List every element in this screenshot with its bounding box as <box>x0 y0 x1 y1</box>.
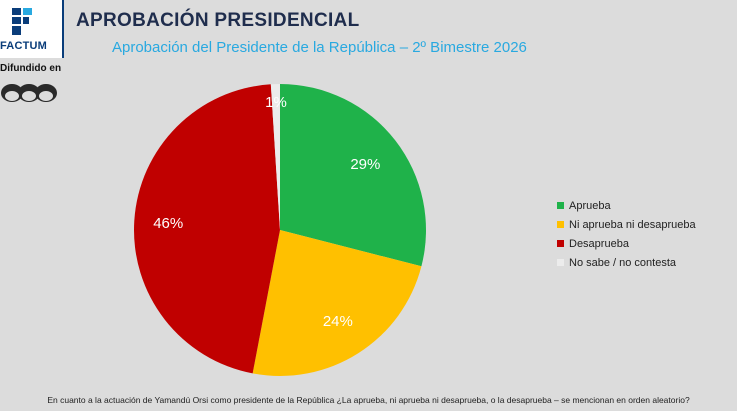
legend-item-ni-aprueba: Ni aprueba ni desaprueba <box>557 215 696 234</box>
legend-label-aprueba: Aprueba <box>569 199 611 212</box>
pie-label-no-sabe: 1% <box>265 94 287 111</box>
header-divider <box>62 0 64 58</box>
pie-label-aprueba: 29% <box>350 156 380 173</box>
survey-question: En cuanto a la actuación de Yamandú Orsi… <box>47 395 690 405</box>
factum-logo-icon <box>12 8 32 35</box>
legend-swatch-desaprueba <box>557 240 564 247</box>
pie-slice-no-sabe <box>270 84 280 230</box>
legend-label-no-sabe: No sabe / no contesta <box>569 256 677 269</box>
pie-slice-ni-aprueba <box>252 230 422 376</box>
legend-item-aprueba: Aprueba <box>557 196 696 215</box>
page-title: APROBACIÓN PRESIDENCIAL <box>76 10 360 31</box>
difundido-label: Difundido en <box>0 63 62 74</box>
legend-swatch-ni-aprueba <box>557 221 564 228</box>
legend-label-desaprueba: Desaprueba <box>569 237 629 250</box>
legend-label-ni-aprueba: Ni aprueba ni desaprueba <box>569 218 696 231</box>
legend-swatch-aprueba <box>557 202 564 209</box>
page-subtitle: Aprobación del Presidente de la Repúblic… <box>112 39 527 56</box>
brand-name: FACTUM <box>0 40 48 52</box>
pie-slice-desaprueba <box>133 84 280 374</box>
pie-label-desaprueba: 46% <box>153 215 183 232</box>
chart-legend: Aprueba Ni aprueba ni desaprueba Desapru… <box>557 196 696 272</box>
pie-slice-aprueba <box>280 84 427 267</box>
legend-item-no-sabe: No sabe / no contesta <box>557 253 696 272</box>
legend-swatch-no-sabe <box>557 259 564 266</box>
pie-label-ni-aprueba: 24% <box>323 313 353 330</box>
broadcaster-logo-icon <box>1 84 57 102</box>
legend-item-desaprueba: Desaprueba <box>557 234 696 253</box>
brand-logo-area: FACTUM <box>0 0 62 58</box>
